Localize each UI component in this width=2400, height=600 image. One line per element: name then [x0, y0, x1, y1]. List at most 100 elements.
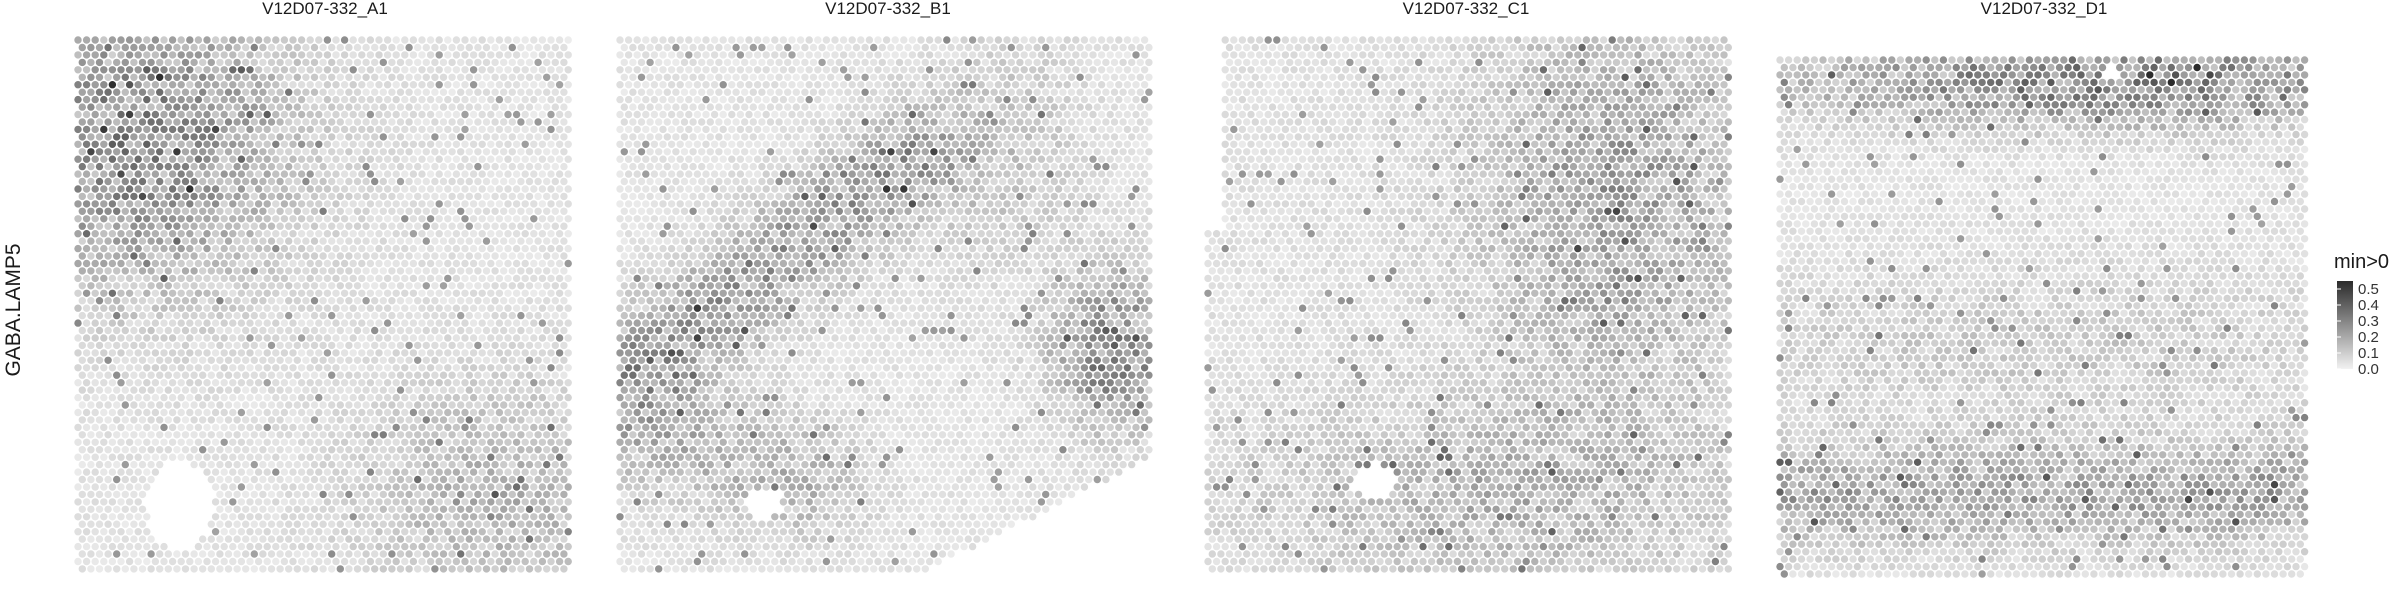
spot	[104, 267, 111, 274]
spot	[500, 342, 507, 349]
spot	[307, 230, 314, 237]
spot	[311, 223, 318, 230]
spot	[358, 66, 365, 73]
spot	[324, 275, 331, 282]
spot	[427, 275, 434, 282]
spot	[1111, 44, 1118, 51]
spot	[913, 103, 920, 110]
spot	[534, 312, 541, 319]
spot	[229, 260, 236, 267]
spot	[87, 327, 94, 334]
spot	[621, 74, 628, 81]
spot	[384, 290, 391, 297]
spot	[362, 74, 369, 81]
spot	[960, 126, 967, 133]
spot	[92, 305, 99, 312]
spot	[302, 297, 309, 304]
spot	[388, 446, 395, 453]
spot	[448, 237, 455, 244]
spot	[126, 468, 133, 475]
spot	[427, 394, 434, 401]
spot	[74, 230, 81, 237]
spot	[883, 141, 890, 148]
spot	[311, 252, 318, 259]
spot	[1025, 133, 1032, 140]
spot	[104, 431, 111, 438]
spot	[393, 170, 400, 177]
spot	[362, 386, 369, 393]
spot	[440, 357, 447, 364]
spot	[423, 565, 430, 572]
spot	[337, 59, 344, 66]
spot	[358, 81, 365, 88]
spot	[814, 51, 821, 58]
spot	[513, 81, 520, 88]
spot	[431, 401, 438, 408]
spot	[1128, 118, 1135, 125]
spot	[242, 74, 249, 81]
spot	[414, 431, 421, 438]
spot	[556, 126, 563, 133]
spot	[371, 223, 378, 230]
spot	[1081, 126, 1088, 133]
spot	[319, 59, 326, 66]
spot	[427, 558, 434, 565]
spot	[780, 36, 787, 43]
spot	[384, 513, 391, 520]
spot	[388, 461, 395, 468]
spot	[79, 267, 86, 274]
spot	[556, 215, 563, 222]
spot	[509, 103, 516, 110]
spot	[694, 126, 701, 133]
spot	[358, 215, 365, 222]
spot	[896, 133, 903, 140]
spot	[350, 215, 357, 222]
spot	[552, 237, 559, 244]
spot	[122, 133, 129, 140]
spot	[397, 312, 404, 319]
spot	[375, 319, 382, 326]
spot	[311, 89, 318, 96]
spot	[388, 327, 395, 334]
spot	[302, 401, 309, 408]
spot	[156, 401, 163, 408]
spot	[534, 208, 541, 215]
spot	[302, 431, 309, 438]
spot	[513, 245, 520, 252]
spot	[427, 543, 434, 550]
spot	[621, 133, 628, 140]
spot	[405, 550, 412, 557]
spot	[913, 133, 920, 140]
spot	[418, 245, 425, 252]
spot	[315, 334, 322, 341]
spot	[74, 215, 81, 222]
spot	[74, 200, 81, 207]
spot	[358, 364, 365, 371]
spot	[461, 290, 468, 297]
spot	[526, 357, 533, 364]
spot	[178, 141, 185, 148]
spot	[345, 89, 352, 96]
spot	[186, 215, 193, 222]
spot	[208, 357, 215, 364]
spot	[354, 535, 361, 542]
spot	[195, 156, 202, 163]
spot	[87, 521, 94, 528]
spot	[1102, 133, 1109, 140]
spot	[375, 230, 382, 237]
spot	[319, 89, 326, 96]
spot	[1124, 51, 1131, 58]
spot	[500, 565, 507, 572]
spot	[375, 364, 382, 371]
spot	[1128, 59, 1135, 66]
spot	[307, 141, 314, 148]
spot	[427, 126, 434, 133]
spot	[530, 483, 537, 490]
spot	[156, 193, 163, 200]
spot	[474, 565, 481, 572]
spot	[178, 245, 185, 252]
spot	[152, 170, 159, 177]
spot	[509, 312, 516, 319]
spot	[836, 89, 843, 96]
spot	[225, 312, 232, 319]
